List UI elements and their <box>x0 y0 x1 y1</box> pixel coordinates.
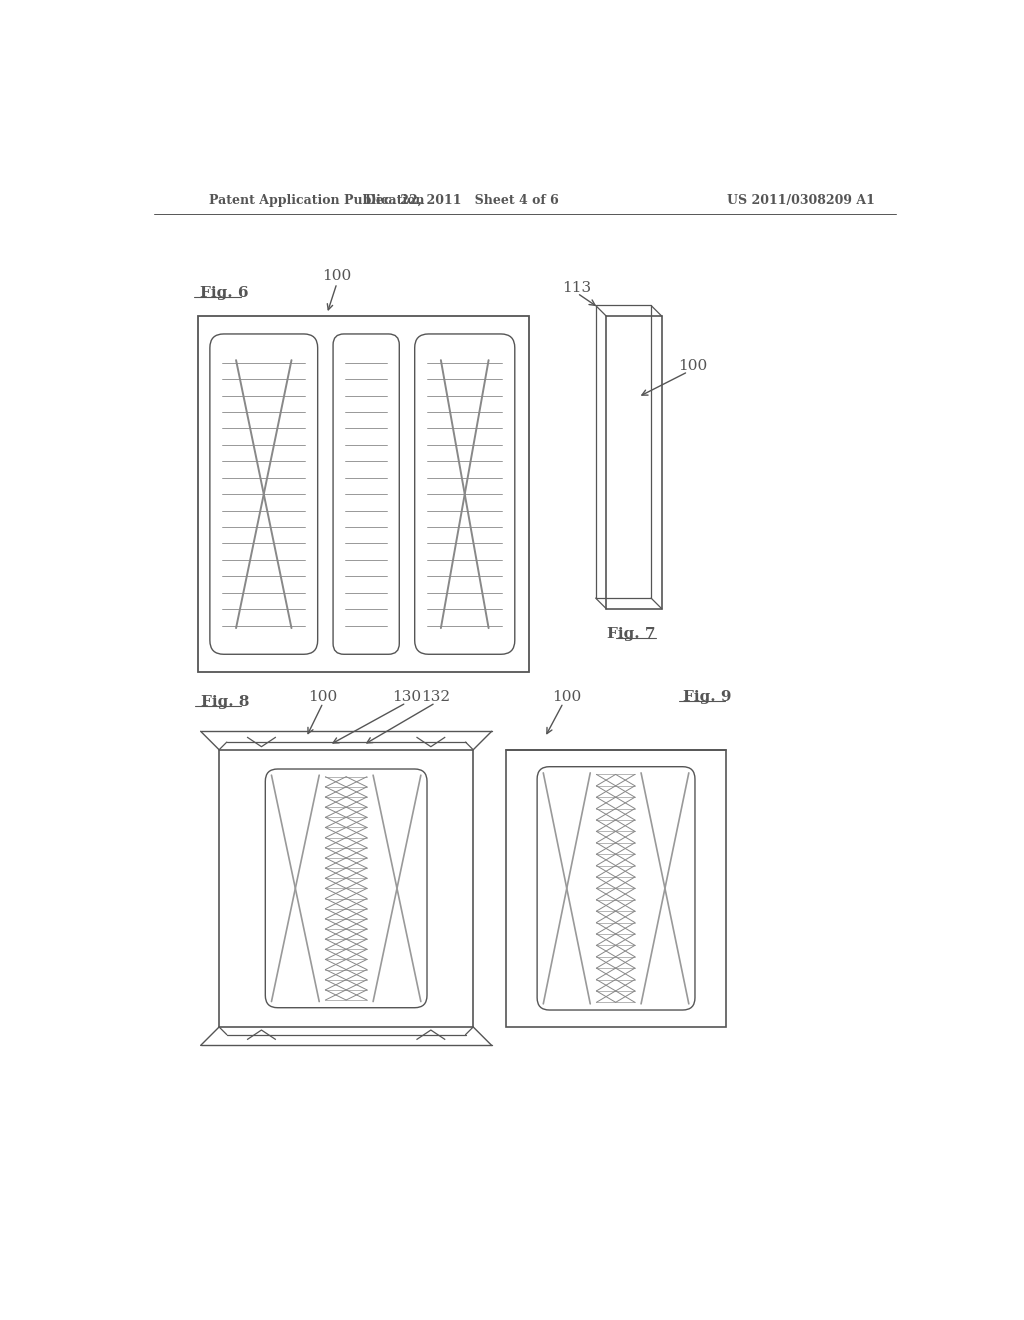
Text: Dec. 22, 2011   Sheet 4 of 6: Dec. 22, 2011 Sheet 4 of 6 <box>365 194 558 207</box>
Text: Fig. 9: Fig. 9 <box>683 690 732 705</box>
Text: 100: 100 <box>552 690 581 705</box>
Text: Patent Application Publication: Patent Application Publication <box>209 194 425 207</box>
Text: 132: 132 <box>421 690 450 705</box>
Text: Fig. 6: Fig. 6 <box>200 286 249 300</box>
Text: US 2011/0308209 A1: US 2011/0308209 A1 <box>726 194 874 207</box>
Bar <box>219 750 473 1027</box>
Bar <box>596 305 651 598</box>
Bar <box>506 750 726 1027</box>
Text: 113: 113 <box>562 281 592 294</box>
Text: 130: 130 <box>391 690 421 705</box>
Bar <box>606 317 662 609</box>
Text: 100: 100 <box>308 690 338 705</box>
Text: 100: 100 <box>678 359 708 374</box>
Bar <box>199 317 529 672</box>
Text: Fig. 7: Fig. 7 <box>607 627 655 642</box>
Text: Fig. 8: Fig. 8 <box>202 696 250 709</box>
Text: 100: 100 <box>323 269 351 284</box>
